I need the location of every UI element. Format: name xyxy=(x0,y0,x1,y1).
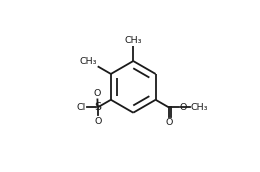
Text: O: O xyxy=(94,89,101,98)
Text: O: O xyxy=(94,117,101,126)
Text: O: O xyxy=(179,103,186,112)
Text: CH₃: CH₃ xyxy=(80,57,97,66)
Text: Cl: Cl xyxy=(76,103,86,112)
Text: CH₃: CH₃ xyxy=(125,36,142,45)
Text: S: S xyxy=(94,102,101,112)
Text: O: O xyxy=(166,118,173,127)
Text: CH₃: CH₃ xyxy=(191,103,208,112)
